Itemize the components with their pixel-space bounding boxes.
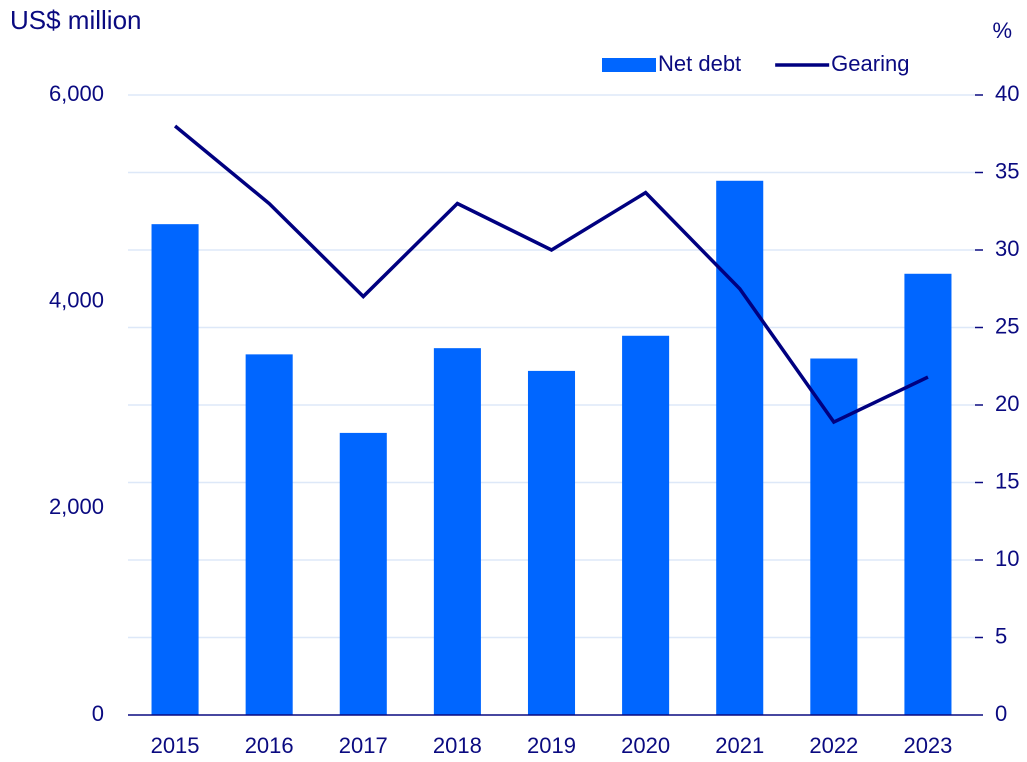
y2-tick-label: 40 <box>995 81 1019 106</box>
bar <box>904 273 952 715</box>
legend-label: Gearing <box>831 51 909 76</box>
y-tick-label: 2,000 <box>49 494 104 519</box>
y2-tick-label: 20 <box>995 391 1019 416</box>
x-tick-label: 2023 <box>903 733 952 758</box>
x-tick-label: 2021 <box>715 733 764 758</box>
y-tick-label: 6,000 <box>49 81 104 106</box>
legend-swatch <box>602 58 656 72</box>
bar <box>810 358 858 715</box>
y2-tick-label: 35 <box>995 158 1019 183</box>
x-tick-label: 2020 <box>621 733 670 758</box>
y2-tick-label: 25 <box>995 313 1019 338</box>
y2-tick-label: 0 <box>995 701 1007 726</box>
bar <box>433 348 481 715</box>
legend-label: Net debt <box>658 51 741 76</box>
y-tick-label: 0 <box>92 701 104 726</box>
x-tick-label: 2016 <box>245 733 294 758</box>
bar <box>339 432 387 715</box>
bar <box>622 335 670 715</box>
y2-tick-label: 5 <box>995 623 1007 648</box>
x-tick-label: 2015 <box>151 733 200 758</box>
y2-tick-label: 30 <box>995 236 1019 261</box>
y2-tick-label: 15 <box>995 468 1019 493</box>
x-tick-label: 2022 <box>809 733 858 758</box>
y-axis-title: US$ million <box>10 5 142 35</box>
y2-tick-label: 10 <box>995 546 1019 571</box>
x-tick-label: 2018 <box>433 733 482 758</box>
y-tick-label: 4,000 <box>49 287 104 312</box>
bar <box>527 370 576 715</box>
bar <box>716 180 764 715</box>
bar <box>151 224 199 715</box>
bar <box>245 354 293 715</box>
x-tick-label: 2019 <box>527 733 576 758</box>
x-tick-label: 2017 <box>339 733 388 758</box>
y2-axis-title: % <box>992 18 1012 43</box>
line-series <box>173 124 929 425</box>
